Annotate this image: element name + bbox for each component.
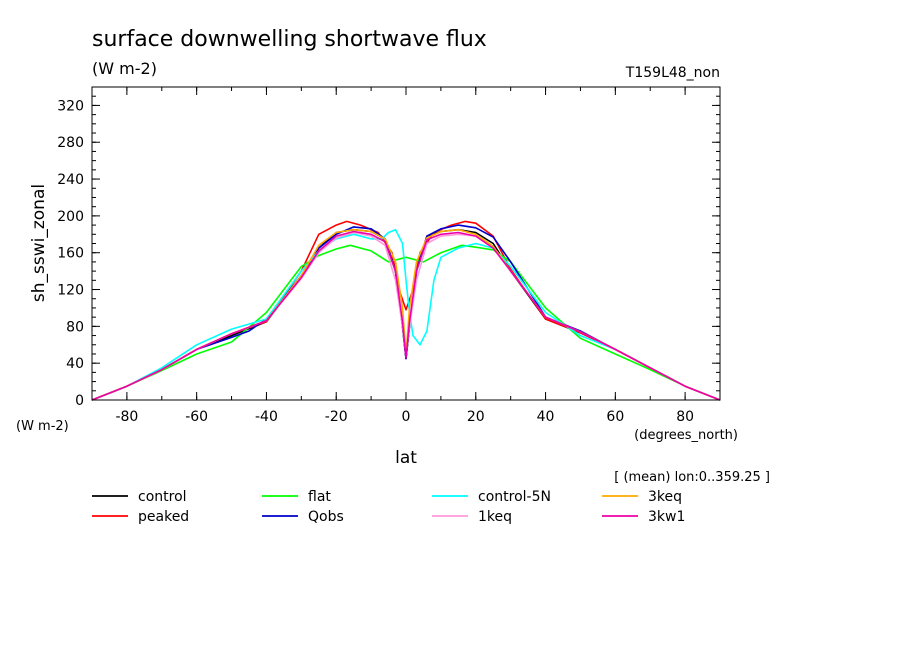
averaging-note: [ (mean) lon:0..359.25 ]: [614, 470, 770, 485]
series-line-control-5N: [91, 228, 721, 401]
axis-ticks: -80 -60 -40 -20 0 20 40 60 80 0 40 80 120 160 200 240 28…: [57, 86, 721, 425]
x-tick-label: -80: [115, 409, 138, 425]
series-line-3kw1: [91, 230, 721, 401]
chart-title: surface downwelling shortwave flux: [92, 27, 487, 52]
legend-label-flat: flat: [308, 489, 331, 505]
x-tick-label: 80: [676, 409, 694, 425]
legend-label-1keq: 1keq: [478, 509, 512, 525]
legend-label-peaked: peaked: [138, 509, 189, 525]
series-line-peaked: [91, 220, 721, 401]
y-tick-label: 320: [57, 98, 84, 114]
legend: control flat control-5N 3keq peaked Qobs 1keq 3…: [92, 489, 685, 525]
experiment-label: T159L48_non: [625, 65, 720, 81]
series-line-3keq: [91, 228, 721, 401]
y-tick-label: 200: [57, 209, 84, 225]
legend-label-3keq: 3keq: [648, 489, 682, 505]
y-tick-label: 80: [66, 319, 84, 335]
x-tick-label: 0: [402, 409, 411, 425]
y-tick-label: 280: [57, 135, 84, 151]
y-tick-label: 120: [57, 283, 84, 299]
legend-label-control-5N: control-5N: [478, 489, 551, 505]
series-line-Qobs: [91, 224, 721, 401]
plot-lines: [91, 220, 721, 401]
chart-units: (W m-2): [92, 59, 157, 78]
x-tick-label: 20: [467, 409, 485, 425]
legend-label-3kw1: 3kw1: [648, 509, 685, 525]
y-axis-label: sh_sswi_zonal: [29, 184, 49, 302]
x-axis-label: lat: [395, 448, 417, 468]
x-tick-label: 40: [537, 409, 555, 425]
series-line-control: [91, 228, 721, 401]
y-tick-label: 160: [57, 246, 84, 262]
legend-label-control: control: [138, 489, 187, 505]
x-tick-label: 60: [606, 409, 624, 425]
y-tick-label: 0: [75, 393, 84, 409]
y-tick-label: 40: [66, 356, 84, 372]
x-tick-label: -20: [325, 409, 348, 425]
y-units-label: (W m-2): [16, 419, 69, 434]
x-units-label: (degrees_north): [634, 428, 738, 443]
y-tick-label: 240: [57, 172, 84, 188]
series-line-flat: [91, 244, 721, 401]
x-tick-label: -60: [185, 409, 208, 425]
x-tick-label: -40: [255, 409, 278, 425]
legend-label-Qobs: Qobs: [308, 509, 344, 525]
